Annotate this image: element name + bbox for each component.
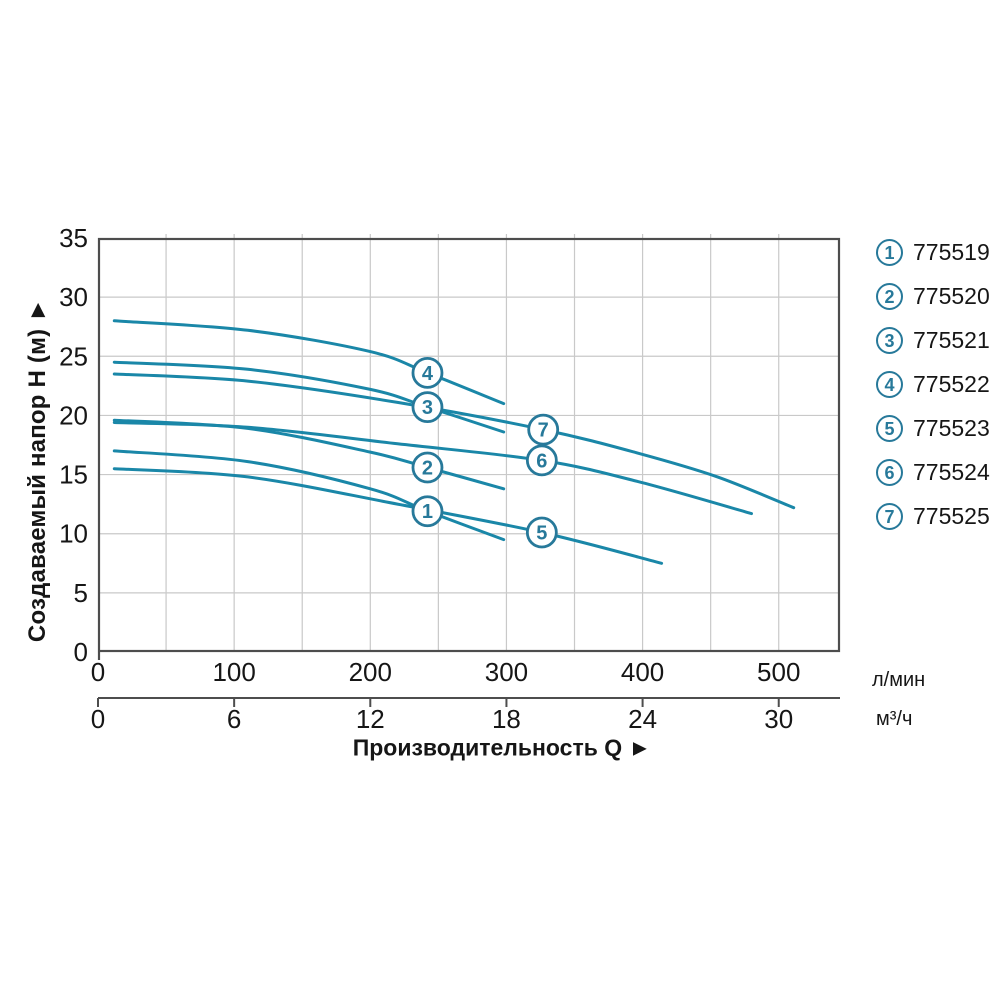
legend-code-1: 775519 [913, 239, 990, 265]
legend: 1 775519 2 775520 3 775521 4 775522 5 775523 6 7755… [876, 239, 990, 530]
x-tick-label-lmin: 200 [349, 657, 392, 687]
y-tick-label: 0 [74, 637, 88, 667]
x-tick-label-m3h: 6 [227, 704, 241, 734]
curve-marker-1 [411, 495, 444, 528]
curve-3 [112, 360, 506, 434]
y-tick-label: 30 [59, 282, 88, 312]
legend-circle-5: 5 [876, 415, 903, 442]
x-tick-label-lmin: 0 [91, 657, 105, 687]
y-tick-label: 25 [59, 341, 88, 371]
x-tick-label-lmin: 100 [212, 657, 255, 687]
legend-item-5: 5 775523 [876, 415, 990, 442]
x-tick-label-m3h: 12 [356, 704, 385, 734]
curve-marker-3 [411, 391, 444, 424]
y-tick-label: 35 [59, 223, 88, 253]
legend-item-6: 6 775524 [876, 459, 990, 486]
curve-marker-number-2: 2 [422, 457, 433, 479]
legend-item-2: 2 775520 [876, 283, 990, 310]
x-tick-label-lmin: 500 [757, 657, 800, 687]
curve-1 [112, 449, 506, 542]
x-tick-label-m3h: 0 [91, 704, 105, 734]
y-tick-label: 5 [74, 578, 88, 608]
y-tick-label: 10 [59, 519, 88, 549]
curve-5 [112, 467, 664, 565]
legend-code-5: 775523 [913, 415, 990, 441]
curve-6 [112, 421, 753, 516]
y-axis-title: Создаваемый напор H (м) ► [24, 297, 51, 643]
x-tick-label-lmin: 400 [621, 657, 664, 687]
plot-border [97, 237, 841, 653]
curve-marker-number-7: 7 [538, 420, 549, 442]
curve-marker-4 [411, 356, 444, 389]
y-tick-label: 20 [59, 400, 88, 430]
x-tick-label-lmin: 300 [485, 657, 528, 687]
curve-marker-6 [525, 444, 558, 477]
curve-4 [112, 319, 506, 406]
curve-marker-number-5: 5 [536, 523, 547, 545]
x-axis-title: Производительность Q ► [352, 734, 652, 761]
legend-item-3: 3 775521 [876, 327, 990, 354]
legend-item-4: 4 775522 [876, 371, 990, 398]
curve-7 [112, 372, 796, 510]
curve-marker-5 [525, 516, 558, 549]
curve-marker-2 [411, 451, 444, 484]
curve-marker-number-3: 3 [422, 397, 433, 419]
legend-code-4: 775522 [913, 371, 990, 397]
curve-marker-7 [527, 413, 560, 446]
legend-circle-2: 2 [876, 283, 903, 310]
legend-code-6: 775524 [913, 459, 990, 485]
curve-marker-number-1: 1 [422, 501, 433, 523]
legend-code-3: 775521 [913, 327, 990, 353]
curve-marker-number-6: 6 [536, 450, 547, 472]
legend-circle-4: 4 [876, 371, 903, 398]
legend-circle-3: 3 [876, 327, 903, 354]
legend-code-7: 775525 [913, 503, 990, 529]
legend-item-7: 7 775525 [876, 503, 990, 530]
legend-item-1: 1 775519 [876, 239, 990, 266]
legend-circle-6: 6 [876, 459, 903, 486]
x-axis-unit-l-min: л/мин [872, 669, 926, 691]
x-tick-label-m3h: 24 [628, 704, 657, 734]
y-tick-label: 15 [59, 460, 88, 490]
legend-circle-7: 7 [876, 503, 903, 530]
legend-circle-1: 1 [876, 239, 903, 266]
x-axis-unit-m3-h: м³/ч [876, 708, 913, 730]
x-tick-label-m3h: 30 [764, 704, 793, 734]
curve-marker-number-4: 4 [422, 363, 434, 385]
legend-code-2: 775520 [913, 283, 990, 309]
x-tick-label-m3h: 18 [492, 704, 521, 734]
